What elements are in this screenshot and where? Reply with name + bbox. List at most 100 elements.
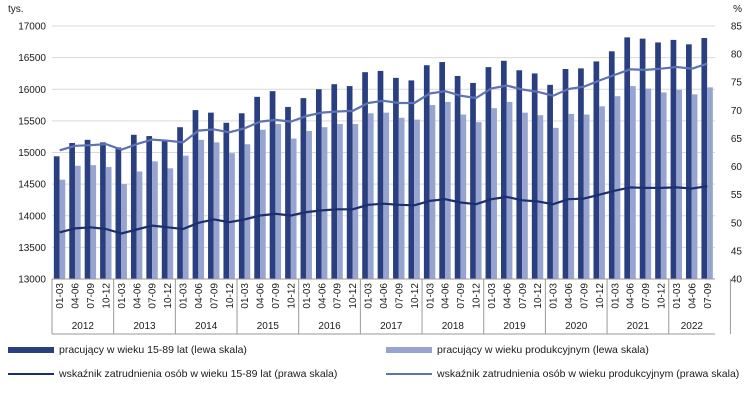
x-tick-label-quarter: 07-09 [456,283,467,309]
x-tick-label-quarter: 10-12 [657,283,668,309]
bar-employed-productive [614,96,621,280]
x-tick-label-quarter: 01-03 [487,283,498,309]
bar-employed-productive [152,161,158,279]
x-tick-label-quarter: 04-06 [564,283,575,309]
bar-employed-productive [244,144,251,279]
x-tick-label-quarter: 04-06 [441,283,452,309]
bar-employed-productive [460,114,467,279]
x-tick-label-quarter: 04-06 [317,283,328,309]
bar-employed-productive [275,124,282,279]
bar-employed-productive [105,167,112,279]
left-tick-label: 14000 [18,211,46,222]
bar-employed-productive [445,101,451,280]
left-tick-label: 14500 [18,180,46,191]
right-axis-unit: % [733,4,742,15]
bar-employed-productive [90,165,97,279]
line-employment-rate-15-89 [59,185,708,235]
right-tick-label: 65 [731,134,743,145]
bar-employed-productive [537,115,544,280]
x-tick-label-quarter: 04-06 [194,283,205,309]
legend-swatch-bar-15-89 [8,347,54,353]
x-tick-label-quarter: 01-03 [117,283,128,309]
legend-swatch-line-productive [386,373,432,375]
x-tick-label-quarter: 01-03 [425,283,436,309]
x-tick-label-year: 2021 [627,321,650,332]
bar-employed-productive [167,168,174,279]
bar-employed-productive [306,130,312,279]
x-tick-label-quarter: 07-09 [86,283,97,309]
legend-label-line-productive: wskaźnik zatrudnienia osób w wieku produ… [437,368,740,380]
bar-employed-15-89 [423,65,430,279]
bar-employed-15-89 [285,106,291,280]
legend-item-bar-productive: pracujący w wieku produkcyjnym (lewa ska… [386,344,649,356]
bar-employed-productive [182,155,189,279]
right-tick-label: 70 [731,106,743,117]
bar-employed-15-89 [500,60,507,279]
bar-employed-15-89 [670,39,677,279]
bar-employed-productive [367,113,374,279]
bar-employed-15-89 [362,72,368,279]
bar-employed-productive [645,88,652,280]
bar-employed-15-89 [177,127,183,279]
x-tick-label-quarter: 10-12 [163,283,174,309]
bar-employed-15-89 [655,42,661,279]
bar-employed-productive [660,92,667,279]
right-tick-label: 45 [731,246,743,257]
left-tick-label: 15500 [18,116,46,127]
x-tick-label-quarter: 07-09 [394,283,405,309]
left-tick-label: 16500 [18,53,46,64]
bar-employed-productive [506,101,513,280]
bar-employed-15-89 [254,96,260,279]
bar-employed-15-89 [531,73,538,279]
bar-employed-15-89 [346,86,353,280]
x-tick-label-year: 2015 [257,321,280,332]
x-tick-label-quarter: 01-03 [549,283,560,309]
bar-employed-productive [74,165,81,279]
x-tick-label-quarter: 04-06 [379,283,390,309]
bar-employed-15-89 [393,77,399,280]
x-tick-label-quarter: 07-09 [579,283,590,309]
right-tick-label: 75 [731,78,743,89]
legend-item-line-productive: wskaźnik zatrudnienia osób w wieku produ… [386,368,739,380]
bar-employed-15-89 [701,38,708,279]
x-tick-label-year: 2018 [442,321,465,332]
bar-employed-productive [491,108,497,279]
bar-employed-15-89 [608,51,615,279]
line-series [59,62,708,235]
x-tick-label-quarter: 04-06 [132,283,143,309]
left-tick-label: 15000 [18,148,46,159]
legend-swatch-bar-productive [386,347,432,353]
x-tick-label-quarter: 10-12 [410,283,421,309]
bar-employed-15-89 [192,110,199,279]
x-tick-label-quarter: 04-06 [502,283,513,309]
line-employment-rate-productive [59,62,708,152]
bar-employed-15-89 [639,38,646,280]
bar-employed-15-89 [377,70,384,279]
bar-employed-15-89 [130,134,137,279]
bar-employed-productive [475,122,482,279]
left-tick-label: 16000 [18,85,46,96]
bar-employed-productive [707,87,713,279]
x-tick-label-quarter: 07-09 [518,283,529,309]
bar-employed-productive [136,171,143,279]
bar-employed-productive [337,124,343,279]
x-tick-label-quarter: 01-03 [179,283,190,309]
bar-employed-productive [522,112,528,279]
legend-label-line-15-89: wskaźnik zatrudnienia osób w wieku 15-89… [59,368,338,380]
x-tick-label-year: 2022 [681,321,704,332]
x-tick-label-quarter: 07-09 [148,283,159,309]
x-tick-label-quarter: 01-03 [302,283,313,309]
x-tick-label-quarter: 10-12 [225,283,236,309]
bar-employed-15-89 [331,84,338,279]
bar-employed-15-89 [146,136,153,279]
right-axis-ticks: 40 45 50 55 60 65 70 75 80 85 [731,22,743,286]
bar-employed-15-89 [300,98,307,279]
left-axis-ticks: 13000 13500 14000 14500 15000 15500 16000 16500… [18,22,46,286]
x-tick-label-quarter: 01-03 [55,283,66,309]
bar-employed-15-89 [454,75,461,279]
bar-employed-15-89 [562,69,569,279]
bar-employed-productive [676,89,683,279]
bar-employed-productive [691,94,698,279]
x-tick-label-year: 2014 [195,321,218,332]
bar-employed-15-89 [624,37,631,280]
